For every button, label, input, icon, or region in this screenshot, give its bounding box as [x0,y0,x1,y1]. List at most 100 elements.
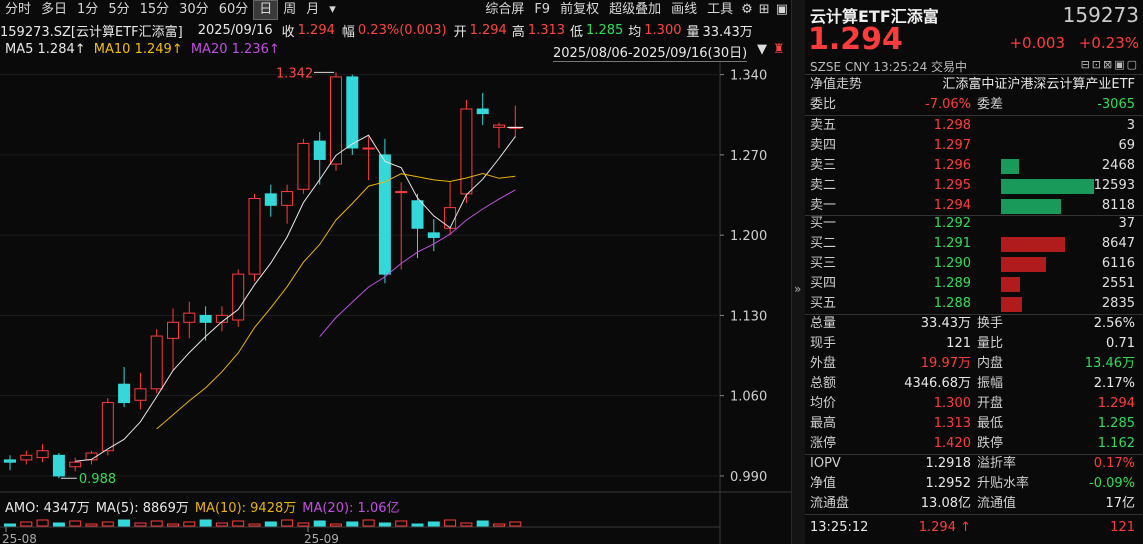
candle-body[interactable] [150,335,163,390]
bid-depth-bar [1001,297,1022,312]
volume-legend-item: MA(10): 9428万 [195,501,296,516]
candle-body[interactable] [297,142,310,190]
candle-body[interactable] [134,388,147,401]
bid-price: 1.288 [933,296,971,311]
stat-value: 33.43万 [920,316,971,331]
ma10-label: MA10 [93,42,131,57]
period-tab-6[interactable]: 60分 [218,2,249,17]
y-tick-label: 1.130 [730,309,767,324]
candle-body[interactable] [346,76,359,149]
toolbar-tool-2[interactable]: 前复权 [560,2,600,17]
candle-body[interactable] [52,454,65,477]
tick-price: 1.294 ↑ [918,520,971,535]
ask-price: 1.295 [933,178,971,193]
stat-label: 净值 [810,476,837,491]
high-label: 高 [511,24,525,40]
tick-time: 13:25:12 [810,520,869,535]
period-tab-1[interactable]: 多日 [41,2,68,17]
toolbar-tool-3[interactable]: 超级叠加 [609,2,662,17]
candle-body[interactable] [395,191,408,194]
candle-body[interactable] [476,108,489,115]
period-tab-2[interactable]: 1分 [77,2,99,17]
candle-body[interactable] [493,124,505,128]
quote-tools[interactable]: ⊟⊡⊠▣▢ [1080,58,1139,71]
ma10-line [156,172,516,430]
volume-bar [150,520,163,527]
stat-value: -0.09% [1089,476,1135,491]
period-tab-5[interactable]: 30分 [179,2,209,17]
bid-label: 买五 [810,296,837,311]
candle-body[interactable] [183,312,196,323]
ask-qty: 12593 [1093,178,1135,193]
period-tab-9[interactable]: 月 [306,2,320,17]
candle-body[interactable] [199,314,212,323]
stat-value: 2.56% [1093,316,1135,331]
toolbar-tool-1[interactable]: F9 [534,2,551,17]
weicha-value: -3065 [1097,97,1135,112]
avg-label: 均 [628,24,642,40]
candle-body[interactable] [20,454,33,461]
candle-body[interactable] [264,193,277,206]
sep-line [805,314,1143,315]
volume-bar [493,523,505,527]
candle-body[interactable] [101,402,114,452]
bid-qty: 6116 [1101,256,1135,271]
gear-icon[interactable]: ⚙ [741,2,753,17]
y-tick-label: 1.060 [730,390,767,405]
min-annotation: 0.988 [79,472,116,487]
y-tick-label: 0.990 [730,470,767,485]
vol-label: 量 [686,24,700,40]
candle-body[interactable] [248,197,261,275]
candle-body[interactable] [118,383,131,404]
stat-value: 1.285 [1097,416,1135,431]
candle-body[interactable] [330,76,342,165]
toolbar-tool-5[interactable]: 工具 [707,2,734,17]
stat-value: 17亿 [1105,496,1135,511]
quote-meta: SZSE CNY 13:25:24 交易中 [810,60,968,74]
quote-price: 1.294 [808,22,903,57]
candlestick-chart[interactable]: 1.340 1.270 1.200 1.130 1.060 0.990 1.342 0.988… [0,62,791,544]
bid-price: 1.290 [933,256,971,271]
collapse-icon[interactable]: » [794,282,802,296]
stat-value: 1.2918 [925,456,972,471]
bid-depth-bar [1001,257,1046,272]
bid-qty: 8647 [1101,236,1135,251]
stat-value: 13.46万 [1084,356,1135,371]
lock-icon[interactable]: ♜ [773,42,785,57]
candle-body[interactable] [362,147,375,150]
weibi-label: 委比 [810,97,837,112]
candle-body[interactable] [232,273,245,321]
period-tab-7[interactable]: 日 [253,0,279,20]
candle-body[interactable] [313,140,326,160]
candle-body[interactable] [411,200,424,229]
iopv-row: IOPV 1.2918 溢折率 0.17% [805,454,1143,474]
volume-legend: AMO: 4347万 MA(5): 8869万 MA(10): 9428万 MA(20… [5,501,400,516]
period-more-icon[interactable]: ▾ [329,2,336,17]
toolbar-tool-4[interactable]: 画线 [671,2,698,17]
y-tick-label: 1.270 [730,149,767,164]
stat-label: 升贴水率 [977,476,1030,491]
volume-bar [52,522,65,527]
candle-body[interactable] [36,450,49,459]
weibi-value: -7.06% [925,97,971,112]
period-tab-8[interactable]: 周 [283,2,297,17]
candle-body[interactable] [460,108,473,195]
period-tab-4[interactable]: 15分 [139,2,170,17]
candle-body[interactable] [69,461,82,468]
grid-icon[interactable]: ⊞ [758,2,770,17]
wp-icon[interactable]: ▣ [775,2,788,17]
toolbar-tool-0[interactable]: 综合屏 [485,2,525,17]
volume-bar [199,519,212,527]
period-toolbar: 分时 多日 1分 5分 15分 30分 60分日周月 ▾ 综合屏 F9 前复权 超级叠加 画线 工具 ⚙ ⊞ ▣ [0,0,791,20]
candle-body[interactable] [281,191,294,206]
date-range[interactable]: 2025/08/06-2025/09/16(30日) [553,42,748,62]
dropdown-icon[interactable]: ▼ [757,42,767,57]
period-tab-3[interactable]: 5分 [108,2,130,17]
candle-body[interactable] [167,321,179,339]
candle-body[interactable] [4,459,16,463]
stat-value: 0.17% [1093,456,1135,471]
candle-body[interactable] [427,232,440,238]
period-tab-0[interactable]: 分时 [5,2,32,17]
volume-bar [297,522,310,527]
candle-body[interactable] [378,154,391,275]
